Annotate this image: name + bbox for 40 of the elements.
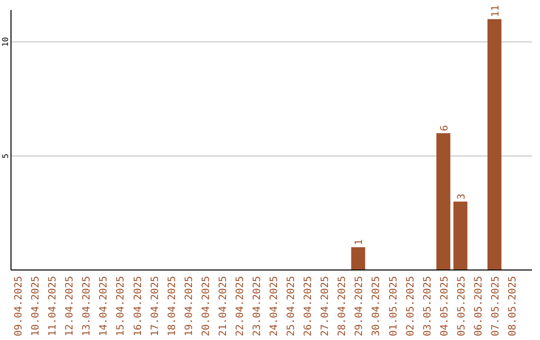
x-tick-label: 17.04.2025 — [150, 276, 161, 336]
x-tick-label: 20.04.2025 — [200, 276, 212, 336]
x-tick-label: 04.05.2025 — [439, 276, 450, 336]
x-tick-label: 06.05.2025 — [473, 276, 484, 336]
x-tick-label: 16.04.2025 — [132, 276, 144, 336]
x-tick-label: 26.04.2025 — [303, 276, 314, 336]
data-label: 6 — [439, 125, 450, 132]
bar — [453, 202, 468, 270]
y-tick-label: 10 — [1, 36, 10, 47]
x-tick-label: 13.04.2025 — [82, 276, 93, 336]
x-tick-label: 11.04.2025 — [48, 276, 59, 336]
x-tick-label: 22.04.2025 — [234, 276, 246, 336]
x-tick-label: 10.04.2025 — [30, 276, 42, 336]
x-tick-label: 24.04.2025 — [269, 276, 280, 336]
data-label: 11 — [490, 5, 502, 18]
x-tick-label: 14.04.2025 — [98, 276, 110, 336]
x-tick-label: 27.04.2025 — [320, 276, 332, 336]
x-tick-label: 09.04.2025 — [14, 276, 25, 336]
bar — [487, 19, 502, 270]
bar — [351, 247, 366, 270]
x-tick-label: 29.04.2025 — [354, 276, 366, 336]
x-tick-label: 19.04.2025 — [184, 276, 195, 336]
bar — [436, 133, 450, 270]
x-tick-label: 03.05.2025 — [422, 276, 434, 336]
x-tick-label: 05.05.2025 — [456, 276, 468, 336]
x-tick-label: 02.05.2025 — [405, 276, 416, 336]
x-tick-label: 21.04.2025 — [218, 276, 229, 336]
x-tick-label: 25.04.2025 — [286, 276, 298, 336]
y-tick-label: 5 — [1, 153, 10, 158]
x-tick-label: 30.04.2025 — [371, 276, 382, 336]
data-label: 3 — [456, 194, 468, 200]
x-tick-label: 23.04.2025 — [252, 276, 263, 336]
data-label: 1 — [354, 239, 366, 246]
x-tick-label: 08.05.2025 — [507, 276, 518, 336]
x-tick-label: 28.04.2025 — [337, 276, 348, 336]
x-tick-label: 07.05.2025 — [490, 276, 502, 336]
x-tick-label: 15.04.2025 — [116, 276, 127, 336]
x-tick-label: 01.05.2025 — [388, 276, 400, 336]
x-tick-label: 12.04.2025 — [64, 276, 76, 336]
x-tick-label: 18.04.2025 — [166, 276, 178, 336]
